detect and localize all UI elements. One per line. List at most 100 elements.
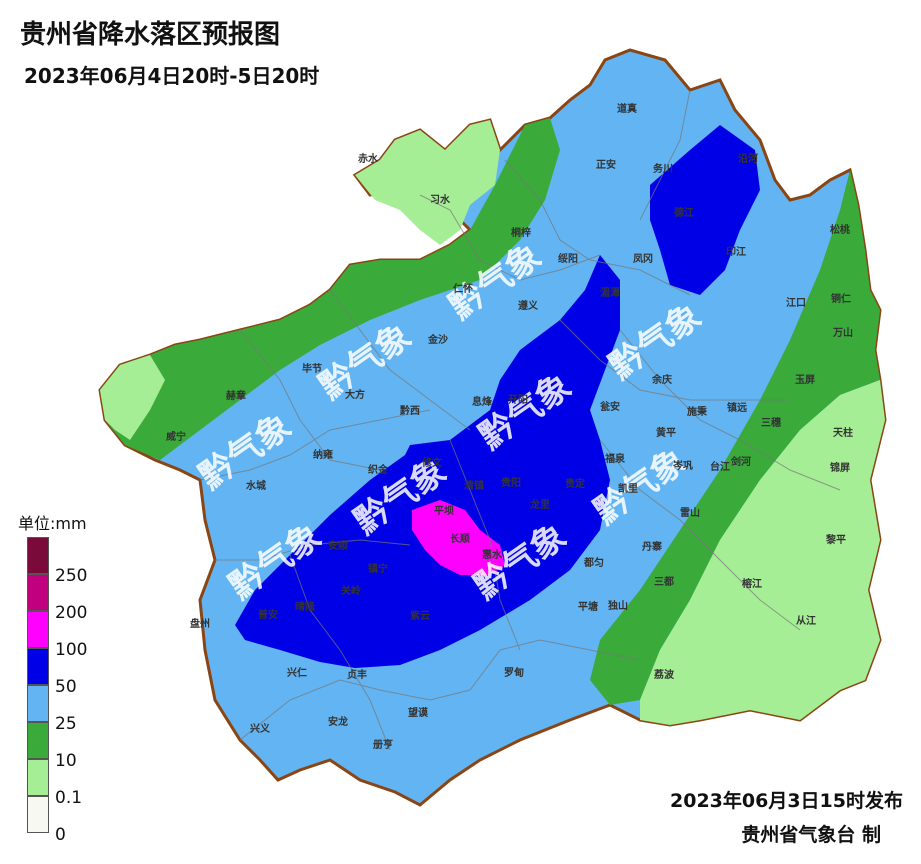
city-label: 罗甸 (504, 666, 524, 679)
city-label: 毕节 (302, 362, 322, 375)
legend-swatch (27, 537, 49, 574)
legend-swatch (27, 648, 49, 685)
city-label: 大方 (345, 388, 365, 401)
city-label: 赫章 (226, 389, 246, 402)
legend-swatch (27, 685, 49, 722)
city-label: 三都 (654, 575, 674, 588)
city-label: 万山 (832, 326, 853, 339)
city-label: 贞丰 (347, 668, 367, 681)
city-label: 务川 (653, 162, 673, 175)
city-label: 纳雍 (313, 448, 333, 461)
city-label: 锦屏 (830, 461, 850, 474)
city-label: 印江 (726, 245, 746, 258)
city-label: 平坝 (434, 504, 454, 517)
city-label: 赤水 (358, 152, 379, 165)
legend-swatch (27, 574, 49, 611)
city-label: 遵义 (518, 299, 539, 312)
nw-green-band (100, 118, 560, 460)
city-label: 仁怀 (453, 282, 473, 295)
city-label: 福泉 (604, 452, 626, 465)
city-label: 凤冈 (633, 253, 653, 265)
city-label: 金沙 (427, 333, 448, 346)
central-heavy-rain (235, 255, 620, 668)
city-label: 从江 (796, 614, 816, 627)
issued-time: 2023年06月3日15时发布 (670, 790, 903, 812)
city-label: 惠水 (482, 548, 503, 561)
city-label: 镇远 (727, 401, 747, 414)
city-label: 三穗 (761, 416, 781, 429)
city-label: 玉屏 (795, 374, 815, 386)
city-label: 铜仁 (831, 292, 851, 305)
city-label: 道真 (617, 102, 637, 115)
city-label: 紫云 (410, 609, 430, 622)
city-label: 余庆 (651, 373, 672, 386)
city-label: 兴仁 (287, 666, 307, 679)
legend-swatch (27, 611, 49, 648)
city-label: 安龙 (328, 715, 348, 728)
city-label: 普安 (258, 608, 278, 621)
city-label: 镇宁 (368, 562, 388, 575)
legend-label: 250 (55, 566, 88, 586)
city-label: 安顺 (328, 539, 348, 552)
city-label: 开阳 (508, 394, 528, 406)
city-label: 平塘 (578, 600, 598, 613)
city-label: 清镇 (464, 479, 484, 492)
city-label: 绥阳 (558, 252, 578, 265)
e-green-band (590, 170, 880, 705)
city-label: 修文 (421, 456, 443, 469)
legend-label: 0 (55, 825, 66, 845)
legend-label: 25 (55, 714, 77, 734)
city-label: 丹寨 (642, 540, 662, 553)
city-label: 江口 (786, 296, 806, 309)
city-label: 荔波 (653, 668, 675, 681)
city-label: 雷山 (680, 506, 700, 519)
ne-heavy-rain (650, 125, 760, 295)
legend-label: 50 (55, 677, 77, 697)
city-label: 长顺 (450, 532, 470, 545)
city-label: 黔西 (400, 404, 420, 417)
city-label: 天柱 (833, 426, 853, 439)
legend-swatch (27, 796, 49, 833)
city-label: 息烽 (472, 395, 493, 408)
city-label: 册亨 (373, 738, 393, 751)
city-label: 黎平 (826, 533, 846, 546)
city-label: 湄潭 (600, 286, 620, 299)
city-label: 凯里 (618, 482, 638, 495)
city-label: 望谟 (408, 706, 429, 719)
legend-label: 100 (55, 640, 88, 660)
map-title: 贵州省降水落区预报图 (20, 20, 281, 50)
city-label: 榕江 (742, 577, 762, 590)
city-label: 台江 (710, 460, 730, 473)
city-label: 德江 (673, 206, 694, 219)
city-label: 贵定 (565, 477, 585, 490)
city-label: 施秉 (687, 405, 708, 418)
legend-unit: 单位:mm (18, 514, 87, 533)
city-label: 关岭 (341, 584, 361, 597)
county-boundaries (199, 89, 841, 751)
city-label: 沿河 (738, 152, 758, 165)
rainstorm-core (412, 500, 505, 575)
city-label: 岑巩 (672, 459, 693, 472)
city-label: 剑河 (730, 455, 751, 468)
legend-swatch (27, 722, 49, 759)
city-label: 独山 (608, 599, 628, 612)
legend-label: 10 (55, 751, 77, 771)
city-label: 桐梓 (511, 226, 531, 239)
city-label: 黄平 (656, 426, 676, 439)
city-label: 正安 (596, 158, 616, 171)
city-label: 龙里 (529, 498, 550, 511)
city-label: 瓮安 (600, 400, 620, 413)
city-label: 盘州 (190, 617, 210, 630)
legend-label: 0.1 (55, 788, 83, 808)
city-label: 水城 (245, 479, 266, 492)
w-light-green (100, 355, 165, 440)
city-label: 织金 (368, 463, 389, 476)
maker-credit: 贵州省气象台 制 (741, 824, 881, 846)
map-subtitle: 2023年06月4日20时-5日20时 (24, 64, 320, 88)
city-label: 习水 (430, 193, 451, 206)
legend-swatch (27, 759, 49, 796)
nw-light-green (355, 120, 500, 245)
city-label: 都匀 (583, 556, 604, 569)
